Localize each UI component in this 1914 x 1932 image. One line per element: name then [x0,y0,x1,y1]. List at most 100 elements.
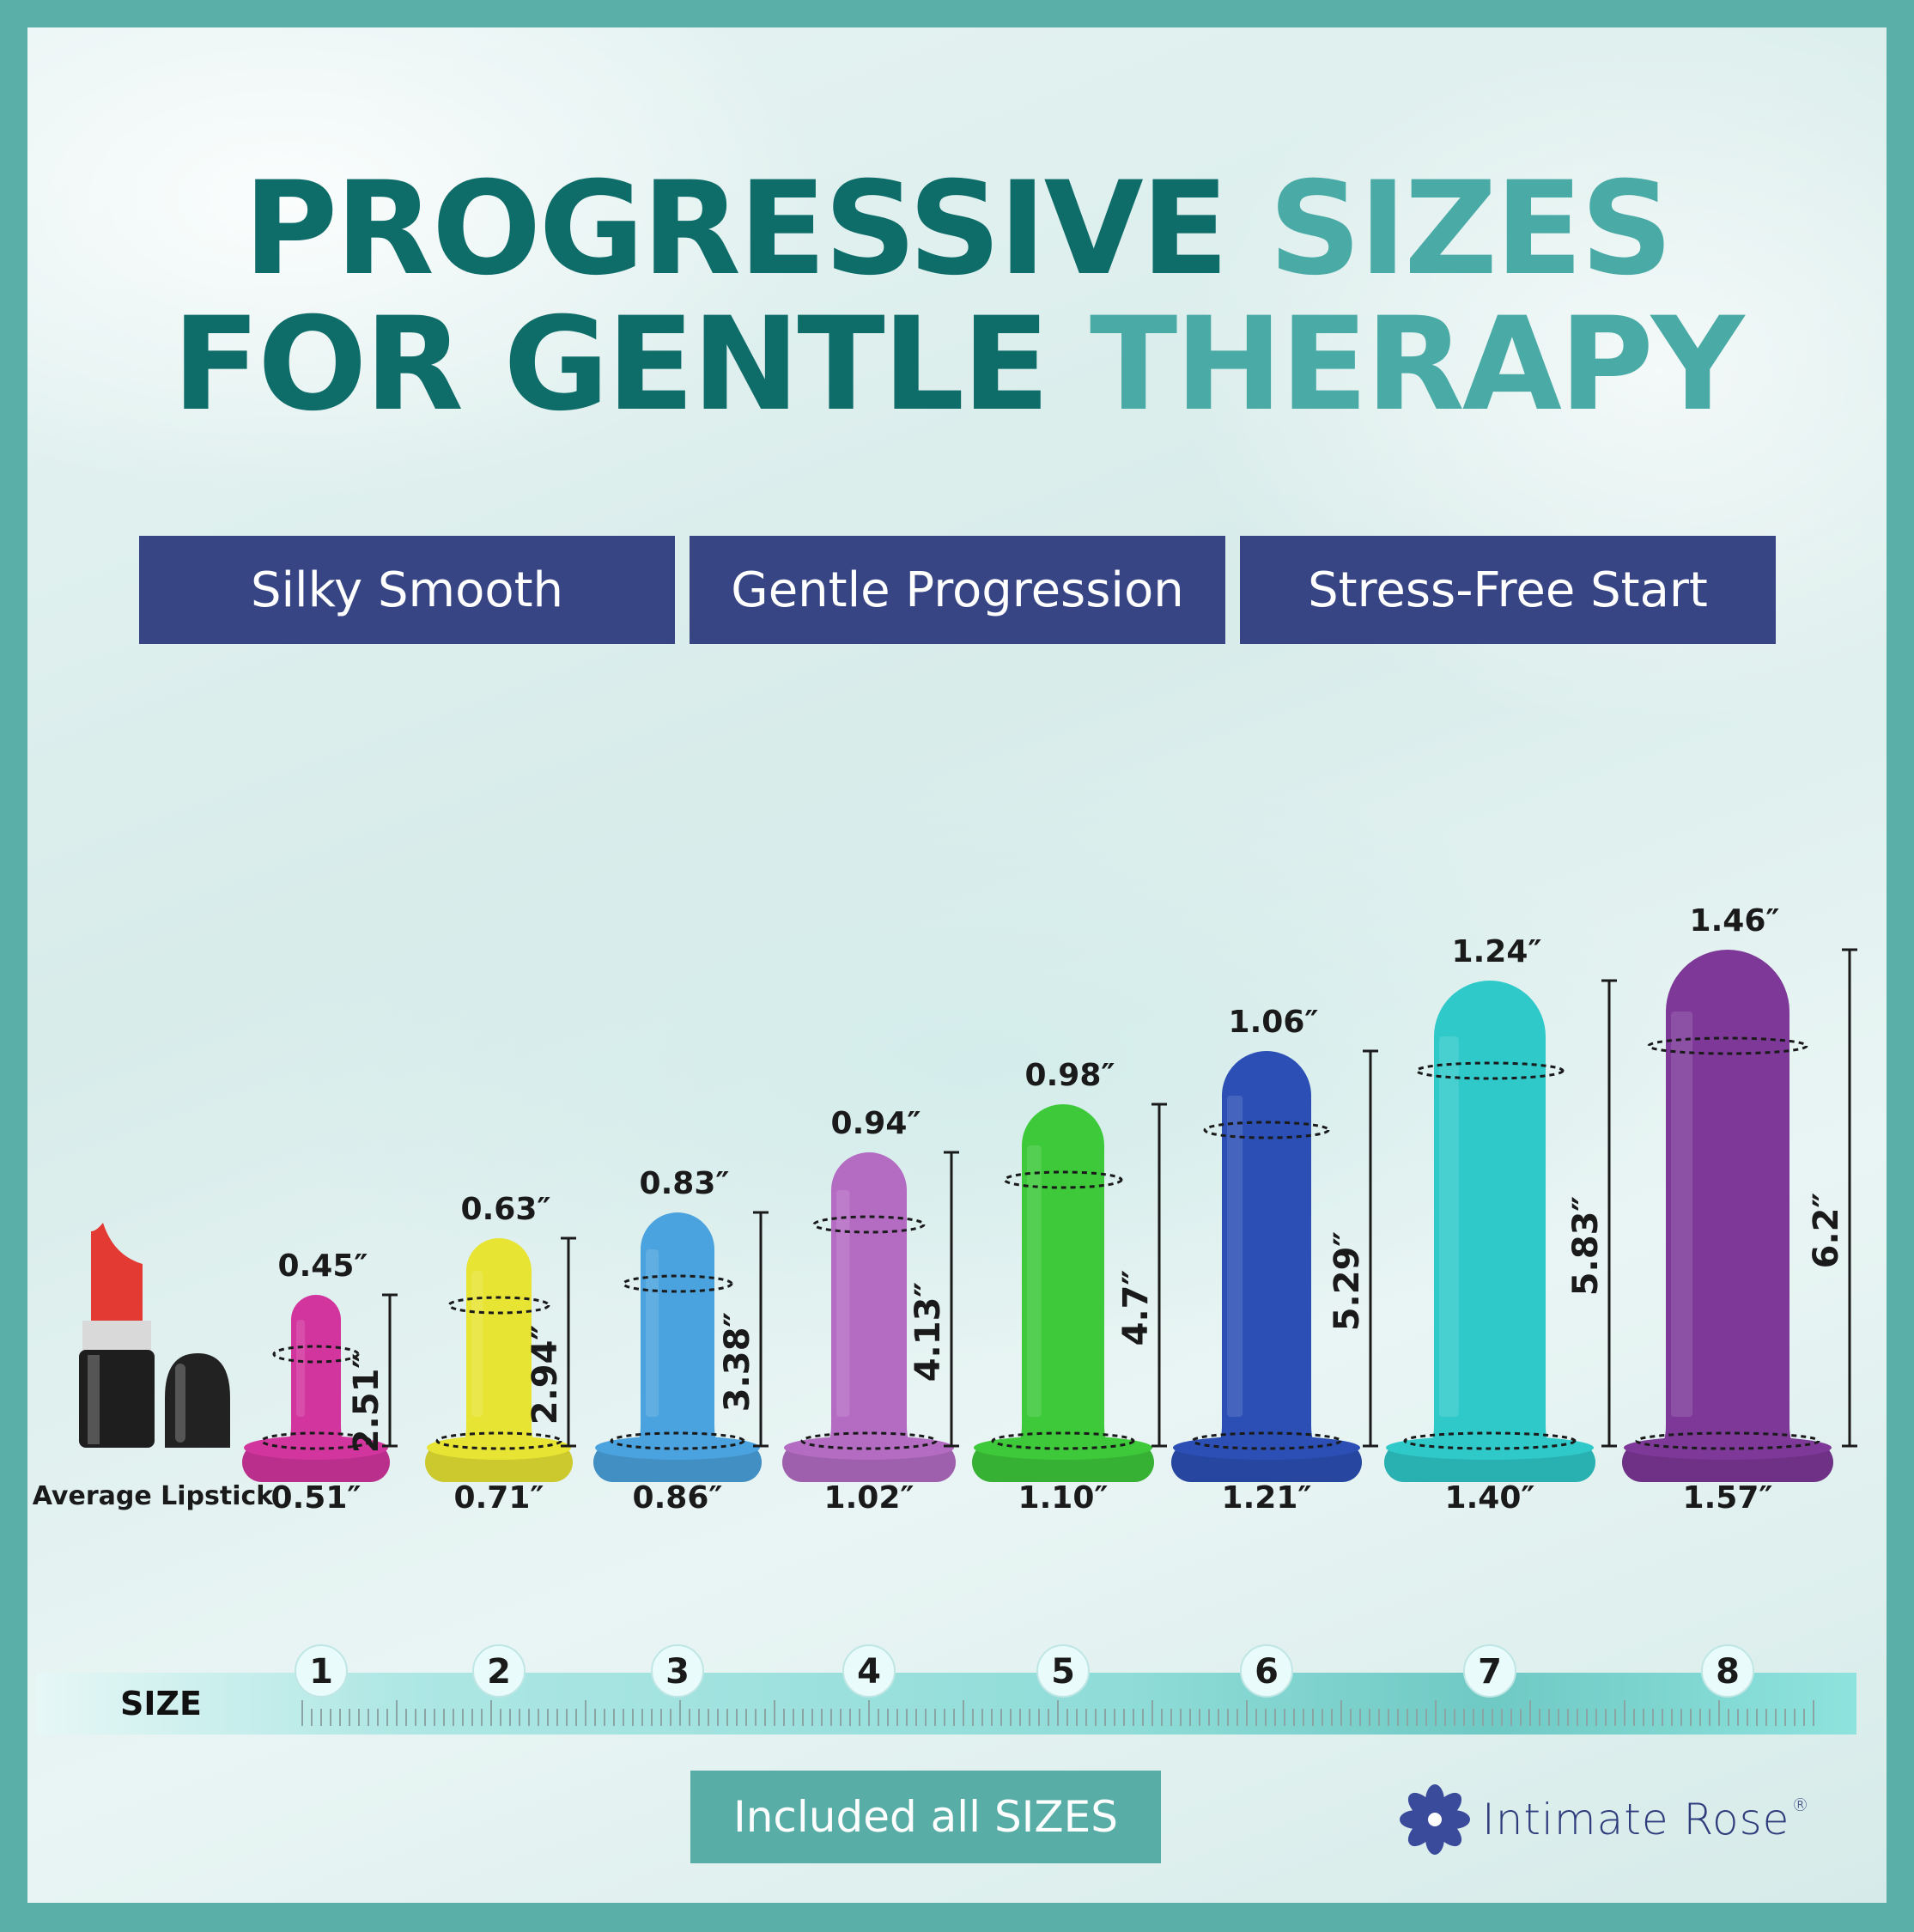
size-number-badge: 2 [472,1644,526,1698]
dilator-set: 2.51″ 0.45″ 0.51″ 1 2.94″ 0.63″ 0.71″ 2 3.38″ 0.8… [242,903,1857,1698]
tip-width-label: 1.46″ [1690,903,1780,939]
infographic-canvas: PROGRESSIVE SIZES FOR GENTLE THERAPY Sil… [27,27,1887,1903]
size-badge-circle [651,1644,704,1698]
length-label: 6.2″ [1807,1193,1846,1269]
brand-logo: Intimate Rose ® [1398,1783,1809,1856]
tip-circumference-marker [1203,1121,1330,1139]
dilator-size-1: 2.51″ 0.45″ 0.51″ [242,1249,398,1516]
size-badge-circle [295,1644,348,1698]
base-width-label: 1.57″ [1683,1480,1773,1516]
size-number-badge: 4 [842,1644,896,1698]
size-badge-circle [1701,1644,1754,1698]
base-circumference-marker [435,1431,562,1450]
tip-circumference-marker [622,1274,733,1293]
tip-width-label: 0.63″ [461,1192,551,1227]
size-number-badge: 3 [651,1644,704,1698]
size-number: 3 [665,1652,690,1692]
feature-badge-silky-smooth: Silky Smooth [139,536,675,644]
dilator-highlight [646,1249,659,1417]
dilator-size-3: 3.38″ 0.83″ 0.86″ [593,1166,769,1516]
tip-width-label: 0.98″ [1025,1058,1115,1093]
dilator-highlight [1027,1145,1042,1417]
dilator-size-8: 6.2″ 1.46″ 1.57″ [1622,903,1857,1516]
headline-line-2: FOR GENTLE THERAPY [27,301,1887,429]
dilator-shaft [458,1238,540,1451]
base-width-label: 1.02″ [824,1480,914,1516]
size-badge-circle [1240,1644,1293,1698]
size-badge-circle [1036,1644,1090,1698]
base-circumference-marker [991,1431,1135,1450]
size-number-badge: 1 [295,1644,348,1698]
tip-circumference-marker [272,1345,360,1364]
size-ruler-label: SIZE [120,1685,203,1722]
dilator-shaft [823,1152,915,1451]
tip-circumference-marker [447,1296,550,1315]
size-badge-circle [842,1644,896,1698]
base-circumference-marker [610,1431,745,1450]
size-number: 7 [1478,1652,1502,1692]
headline-words-for-gentle: FOR GENTLE [172,290,1050,440]
size-number: 2 [487,1652,511,1692]
headline-word-therapy: THERAPY [1089,290,1744,440]
dilator-shaft [1213,1051,1320,1451]
length-label: 5.83″ [1566,1196,1606,1297]
dilator-highlight [836,1190,850,1417]
dilator-highlight [471,1271,483,1417]
size-number-badge: 8 [1701,1644,1754,1698]
size-badge-circle [1463,1644,1516,1698]
lipstick-icon [79,1223,230,1448]
size-badge-circle [472,1644,526,1698]
size-number-badge: 7 [1463,1644,1516,1698]
brand-name-text: Intimate Rose [1482,1795,1790,1844]
dilator-shaft [1657,950,1798,1451]
length-label: 4.7″ [1116,1270,1156,1346]
dilator-shaft [632,1212,723,1451]
tip-circumference-marker [1647,1036,1808,1055]
tip-width-label: 0.94″ [831,1106,921,1141]
base-width-label: 1.21″ [1222,1480,1312,1516]
feature-badge-gentle-progression: Gentle Progression [690,536,1225,644]
tip-width-label: 0.83″ [640,1166,730,1201]
size-number-badge: 5 [1036,1644,1090,1698]
base-width-label: 0.51″ [271,1480,362,1516]
tip-width-label: 0.45″ [278,1249,368,1284]
base-circumference-marker [1403,1431,1577,1450]
tip-circumference-marker [1003,1170,1123,1189]
size-number: 8 [1716,1652,1740,1692]
brand-name: Intimate Rose ® [1482,1795,1809,1844]
size-number: 6 [1255,1652,1279,1692]
dilator-size-2: 2.94″ 0.63″ 0.71″ [425,1192,576,1516]
dilator-size-4: 4.13″ 0.94″ 1.02″ [782,1106,959,1516]
base-circumference-marker [800,1431,938,1450]
length-label: 2.94″ [526,1325,565,1425]
dilator-highlight [1227,1096,1243,1417]
dilator-highlight [1671,1012,1693,1417]
dilator-shaft [1013,1104,1113,1451]
registered-mark: ® [1791,1795,1810,1815]
headline-word-sizes: SIZES [1268,155,1673,304]
tip-circumference-marker [1415,1061,1565,1080]
base-width-label: 0.71″ [454,1480,544,1516]
lipstick-reference-label: Average Lipstick [33,1481,274,1511]
base-width-label: 0.86″ [633,1480,723,1516]
base-width-label: 1.40″ [1445,1480,1535,1516]
base-circumference-marker [1191,1431,1342,1450]
included-all-sizes-banner: Included all SIZES [690,1771,1161,1863]
size-number: 1 [309,1652,333,1692]
headline-word-progressive: PROGRESSIVE [243,155,1229,304]
base-width-label: 1.10″ [1018,1480,1109,1516]
length-label: 2.51″ [347,1353,386,1454]
dilator-highlight [296,1320,306,1417]
length-label: 3.38″ [718,1312,757,1413]
dilator-size-graphic: Average Lipstick 2.51″ 0.45″ 0.51″ 1 2.94″ 0.… [33,903,1857,1726]
length-label: 5.29″ [1328,1231,1367,1332]
flower-logo-icon [1400,1784,1470,1855]
tip-width-label: 1.06″ [1229,1005,1319,1040]
ruler-ticks [301,1700,1814,1726]
dilator-shaft [1425,981,1554,1451]
size-number: 4 [857,1652,881,1692]
dilator-highlight [1439,1036,1459,1417]
dilator-shaft [283,1295,349,1451]
feature-badge-stress-free-start: Stress-Free Start [1240,536,1776,644]
size-number: 5 [1051,1652,1075,1692]
